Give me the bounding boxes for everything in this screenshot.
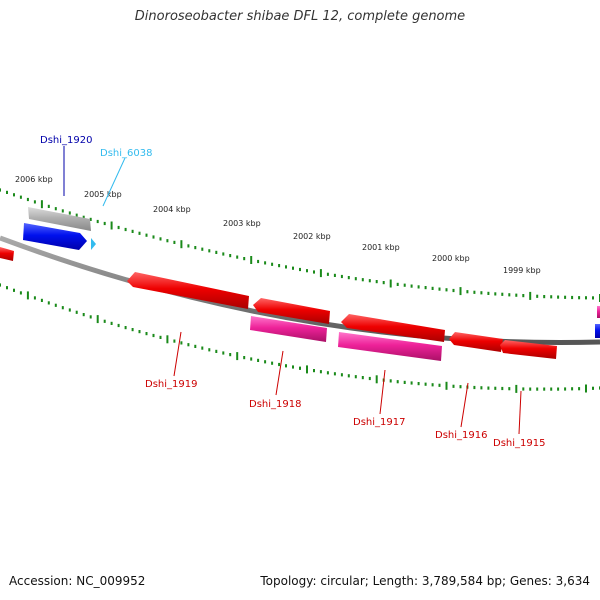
gene-dshi-6038[interactable] [91, 238, 96, 250]
callout-line-dshi-1915 [518, 390, 522, 435]
gene-label-dshi-1917[interactable]: Dshi_1917 [353, 417, 405, 428]
scale-label-2002: 2002 kbp [293, 232, 331, 241]
gene-dshi-1918-magenta [250, 316, 327, 342]
callout-line-dshi-1917 [379, 369, 386, 415]
gene-dshi-1918[interactable] [253, 298, 330, 324]
gene-dshi-1916[interactable] [449, 332, 503, 352]
scale-label-2003: 2003 kbp [223, 219, 261, 228]
callout-line-dshi-1918 [275, 350, 284, 396]
scale-label-2005: 2005 kbp [84, 190, 122, 199]
map-title: Dinoroseobacter shibae DFL 12, complete … [134, 9, 466, 24]
gene-label-dshi-1920[interactable]: Dshi_1920 [40, 135, 92, 146]
gene-dshi-1917-magenta [338, 332, 442, 361]
gene-edge-right-blue [595, 324, 600, 338]
gene-dshi-1915[interactable] [500, 340, 557, 359]
scale-label-2006: 2006 kbp [15, 175, 53, 184]
scale-label-2000: 2000 kbp [432, 254, 470, 263]
genome-info-label: Topology: circular; Length: 3,789,584 bp… [260, 574, 590, 588]
gene-label-dshi-1916[interactable]: Dshi_1916 [435, 430, 487, 441]
gene-label-dshi-6038[interactable]: Dshi_6038 [100, 148, 152, 159]
accession-label: Accession: NC_009952 [9, 574, 146, 588]
gene-label-dshi-1919[interactable]: Dshi_1919 [145, 379, 197, 390]
scale-label-2001: 2001 kbp [362, 243, 400, 252]
gene-label-dshi-1915[interactable]: Dshi_1915 [493, 438, 545, 449]
gene-dshi-1920-grey[interactable] [28, 207, 91, 231]
inner-scale-track [0, 283, 600, 393]
gene-dshi-1920[interactable] [23, 223, 87, 250]
scale-label-1999: 1999 kbp [503, 266, 541, 275]
scale-label-2004: 2004 kbp [153, 205, 191, 214]
gene-dshi-1919[interactable] [127, 272, 249, 309]
gene-label-dshi-1918[interactable]: Dshi_1918 [249, 399, 301, 410]
gene-edge-right-magenta [597, 306, 600, 318]
callout-line-dshi-6038 [102, 157, 126, 207]
callout-line-dshi-1916 [460, 382, 469, 428]
callout-line-dshi-1919 [173, 331, 182, 377]
gene-edge-left-red [0, 247, 14, 261]
outer-scale-track [0, 188, 600, 302]
gene-dshi-1917[interactable] [341, 314, 445, 342]
